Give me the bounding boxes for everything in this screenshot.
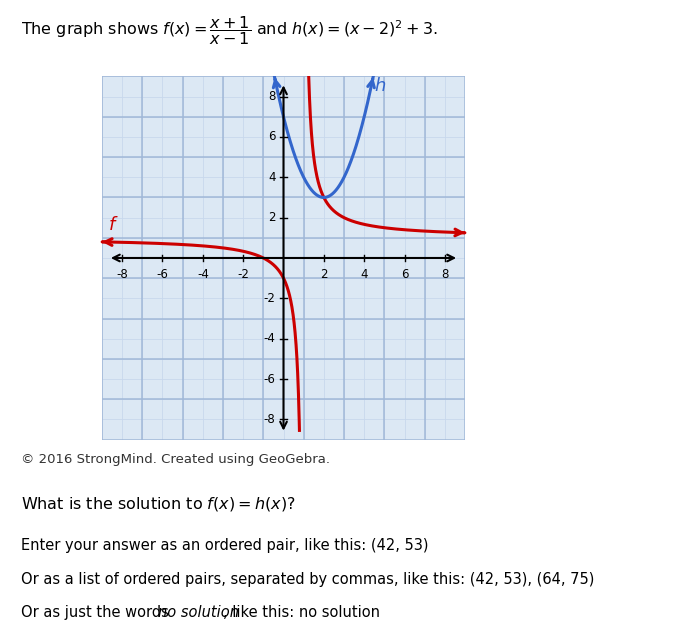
Text: 4: 4 xyxy=(360,268,368,281)
Text: , like this: no solution: , like this: no solution xyxy=(223,605,379,620)
Text: -8: -8 xyxy=(116,268,128,281)
Text: 2: 2 xyxy=(320,268,328,281)
Text: -8: -8 xyxy=(264,413,275,426)
Text: $f$: $f$ xyxy=(108,216,118,234)
Text: -2: -2 xyxy=(264,292,275,305)
Text: Enter your answer as an ordered pair, like this: (42, 53): Enter your answer as an ordered pair, li… xyxy=(21,538,428,554)
Text: The graph shows $f(x) = \dfrac{x+1}{x-1}$ and $h(x) = (x-2)^2 + 3.$: The graph shows $f(x) = \dfrac{x+1}{x-1}… xyxy=(21,14,438,47)
Text: -6: -6 xyxy=(157,268,169,281)
Text: What is the solution to $f(x) = h(x)$?: What is the solution to $f(x) = h(x)$? xyxy=(21,495,295,513)
Text: 4: 4 xyxy=(268,171,275,184)
Text: -4: -4 xyxy=(197,268,209,281)
Text: Or as just the words: Or as just the words xyxy=(21,605,174,620)
Text: 6: 6 xyxy=(401,268,408,281)
Text: 8: 8 xyxy=(268,90,275,103)
Text: 6: 6 xyxy=(268,131,275,143)
Text: -6: -6 xyxy=(264,373,275,385)
Text: © 2016 StrongMind. Created using GeoGebra.: © 2016 StrongMind. Created using GeoGebr… xyxy=(21,454,330,466)
Text: Or as a list of ordered pairs, separated by commas, like this: (42, 53), (64, 75: Or as a list of ordered pairs, separated… xyxy=(21,572,594,587)
Text: 2: 2 xyxy=(268,211,275,224)
Text: 8: 8 xyxy=(441,268,449,281)
Text: -2: -2 xyxy=(237,268,249,281)
Text: -4: -4 xyxy=(264,332,275,345)
Text: $h$: $h$ xyxy=(374,76,386,94)
Text: no solution: no solution xyxy=(158,605,239,620)
